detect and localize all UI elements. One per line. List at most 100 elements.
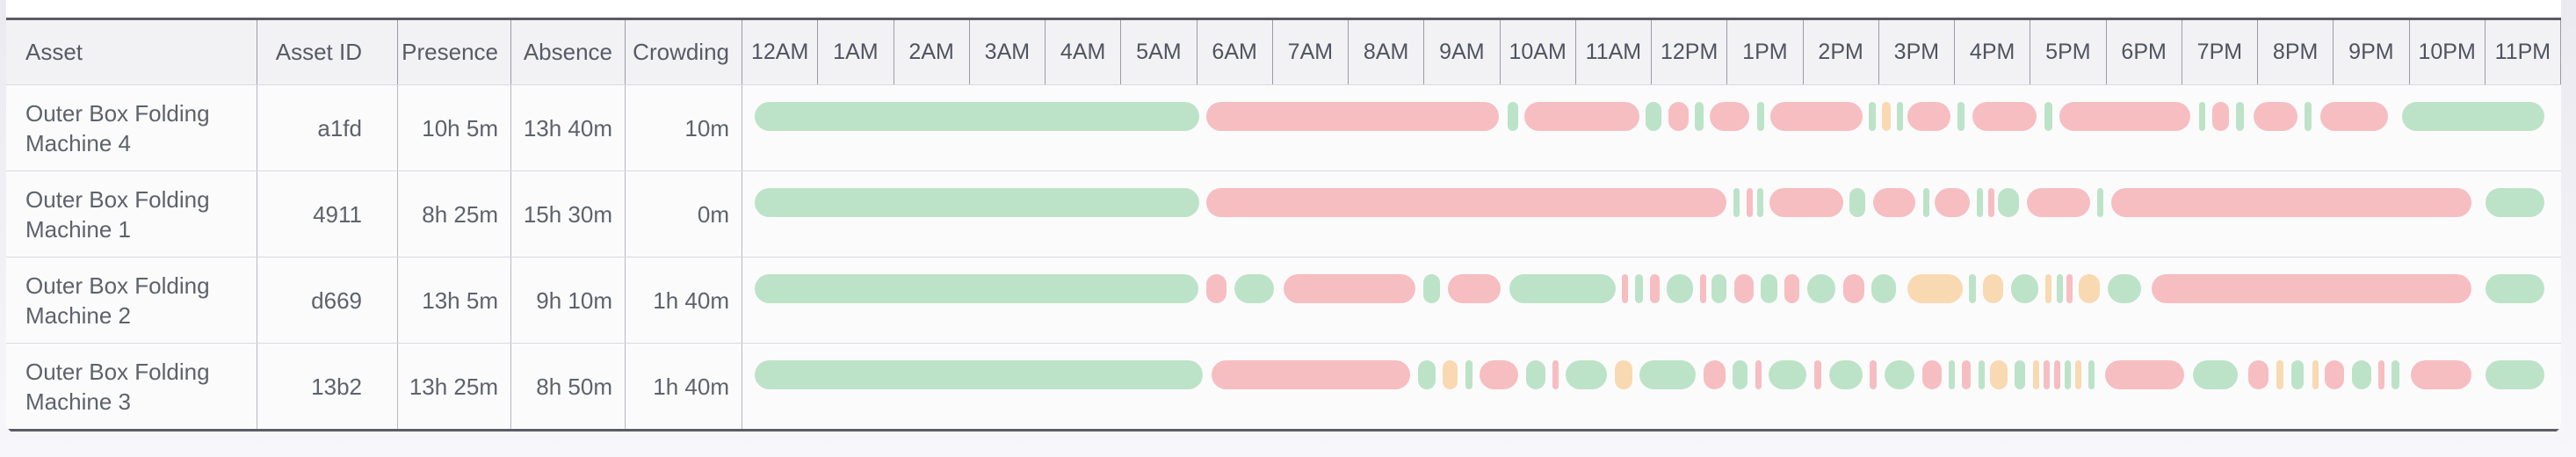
timeline-segment-crowded[interactable] — [1881, 102, 1891, 131]
timeline-segment-present[interactable] — [2305, 102, 2312, 131]
timeline-segment-present[interactable] — [1423, 274, 1440, 303]
column-header-asset[interactable]: Asset — [6, 20, 257, 84]
timeline-segment-crowded[interactable] — [2312, 360, 2319, 389]
timeline-segment-absent[interactable] — [1205, 188, 1726, 217]
timeline-segment-absent[interactable] — [2066, 274, 2073, 303]
timeline-segment-present[interactable] — [1711, 274, 1726, 303]
timeline-segment-absent[interactable] — [1987, 188, 1994, 217]
timeline-segment-present[interactable] — [1639, 360, 1697, 389]
timeline-segment-present[interactable] — [1760, 274, 1777, 303]
timeline-segment-present[interactable] — [2290, 360, 2304, 389]
timeline-segment-absent[interactable] — [1746, 188, 1753, 217]
timeline-segment-present[interactable] — [1869, 102, 1876, 131]
timeline-segment-present[interactable] — [755, 274, 1198, 303]
timeline-segment-present[interactable] — [2010, 274, 2039, 303]
timeline-segment-absent[interactable] — [1870, 360, 1878, 389]
timeline-segment-absent[interactable] — [2152, 274, 2471, 303]
timeline-segment-present[interactable] — [2485, 360, 2545, 389]
timeline-segment-present[interactable] — [1733, 188, 1740, 217]
timeline-segment-crowded[interactable] — [2045, 274, 2052, 303]
timeline-segment-present[interactable] — [2391, 360, 2399, 389]
timeline-segment-present[interactable] — [2351, 360, 2371, 389]
timeline-segment-present[interactable] — [1976, 188, 1983, 217]
timeline-segment-absent[interactable] — [1479, 360, 1519, 389]
timeline-segment-crowded[interactable] — [1907, 274, 1963, 303]
timeline-segment-present[interactable] — [1828, 360, 1863, 389]
timeline-segment-absent[interactable] — [2411, 360, 2471, 389]
timeline-segment-crowded[interactable] — [1442, 360, 1458, 389]
timeline-segment-present[interactable] — [2088, 360, 2095, 389]
timeline-segment-present[interactable] — [2064, 360, 2071, 389]
timeline-segment-crowded[interactable] — [2074, 360, 2081, 389]
timeline-segment-absent[interactable] — [2111, 188, 2471, 217]
timeline-segment-crowded[interactable] — [1982, 274, 2003, 303]
timeline-segment-absent[interactable] — [2248, 360, 2269, 389]
timeline-segment-present[interactable] — [1997, 188, 2019, 217]
timeline-segment-absent[interactable] — [1650, 274, 1660, 303]
timeline-segment-present[interactable] — [1849, 188, 1865, 217]
timeline-segment-crowded[interactable] — [2079, 274, 2100, 303]
timeline-segment-present[interactable] — [1756, 188, 1763, 217]
timeline-segment-absent[interactable] — [1842, 274, 1864, 303]
column-header-absence[interactable]: Absence — [511, 20, 626, 84]
timeline-segment-present[interactable] — [2401, 102, 2545, 131]
timeline-segment-absent[interactable] — [1921, 360, 1942, 389]
timeline-segment-absent[interactable] — [1872, 188, 1916, 217]
timeline-segment-crowded[interactable] — [1990, 360, 2008, 389]
timeline-segment-present[interactable] — [1870, 274, 1896, 303]
timeline-segment-absent[interactable] — [1769, 188, 1843, 217]
timeline-segment-present[interactable] — [1645, 102, 1662, 131]
timeline-segment-present[interactable] — [2044, 102, 2052, 131]
timeline-segment-absent[interactable] — [2104, 360, 2184, 389]
timeline-segment-absent[interactable] — [2043, 360, 2050, 389]
timeline-segment-present[interactable] — [1566, 360, 1608, 389]
timeline-segment-absent[interactable] — [1814, 360, 1821, 389]
timeline-segment-absent[interactable] — [1523, 102, 1639, 131]
timeline-segment-absent[interactable] — [1770, 102, 1863, 131]
timeline-segment-absent[interactable] — [1733, 274, 1754, 303]
timeline-segment-present[interactable] — [1897, 102, 1904, 131]
timeline-segment-absent[interactable] — [1784, 274, 1800, 303]
timeline-segment-present[interactable] — [2485, 188, 2545, 217]
timeline-segment-present[interactable] — [1969, 274, 1976, 303]
timeline-segment-absent[interactable] — [2212, 102, 2229, 131]
column-header-crowding[interactable]: Crowding — [626, 20, 742, 84]
timeline-segment-present[interactable] — [2108, 274, 2141, 303]
timeline-segment-present[interactable] — [1509, 274, 1616, 303]
timeline-segment-present[interactable] — [2235, 102, 2244, 131]
timeline-segment-absent[interactable] — [1704, 360, 1726, 389]
timeline-segment-absent[interactable] — [1205, 274, 1226, 303]
timeline-segment-present[interactable] — [1694, 102, 1704, 131]
timeline-segment-present[interactable] — [1769, 360, 1807, 389]
timeline-segment-present[interactable] — [1922, 188, 1929, 217]
timeline-segment-absent[interactable] — [2253, 102, 2298, 131]
timeline-segment-absent[interactable] — [1935, 188, 1970, 217]
timeline-segment-present[interactable] — [1507, 102, 1518, 131]
timeline-segment-present[interactable] — [2192, 360, 2238, 389]
timeline-segment-present[interactable] — [1884, 360, 1914, 389]
timeline-segment-absent[interactable] — [2319, 102, 2388, 131]
timeline-segment-present[interactable] — [1634, 274, 1643, 303]
timeline-segment-present[interactable] — [1978, 360, 1985, 389]
timeline-segment-present[interactable] — [1948, 360, 1956, 389]
timeline-segment-present[interactable] — [2198, 102, 2205, 131]
timeline-segment-present[interactable] — [755, 102, 1200, 131]
timeline-segment-present[interactable] — [2057, 274, 2064, 303]
timeline-segment-present[interactable] — [1465, 360, 1473, 389]
timeline-segment-present[interactable] — [1418, 360, 1436, 389]
timeline-segment-absent[interactable] — [2324, 360, 2344, 389]
timeline-segment-crowded[interactable] — [1615, 360, 1632, 389]
timeline-segment-absent[interactable] — [2026, 188, 2090, 217]
timeline-segment-absent[interactable] — [2059, 102, 2191, 131]
column-header-asset-id[interactable]: Asset ID — [257, 20, 398, 84]
timeline-segment-absent[interactable] — [1755, 360, 1762, 389]
timeline-segment-absent[interactable] — [1699, 274, 1706, 303]
timeline-segment-absent[interactable] — [2377, 360, 2384, 389]
timeline-segment-present[interactable] — [755, 360, 1203, 389]
column-header-presence[interactable]: Presence — [398, 20, 511, 84]
timeline-segment-absent[interactable] — [1622, 274, 1629, 303]
timeline-segment-present[interactable] — [1807, 274, 1835, 303]
timeline-segment-absent[interactable] — [1211, 360, 1411, 389]
timeline-segment-absent[interactable] — [1284, 274, 1416, 303]
timeline-segment-present[interactable] — [2485, 274, 2545, 303]
